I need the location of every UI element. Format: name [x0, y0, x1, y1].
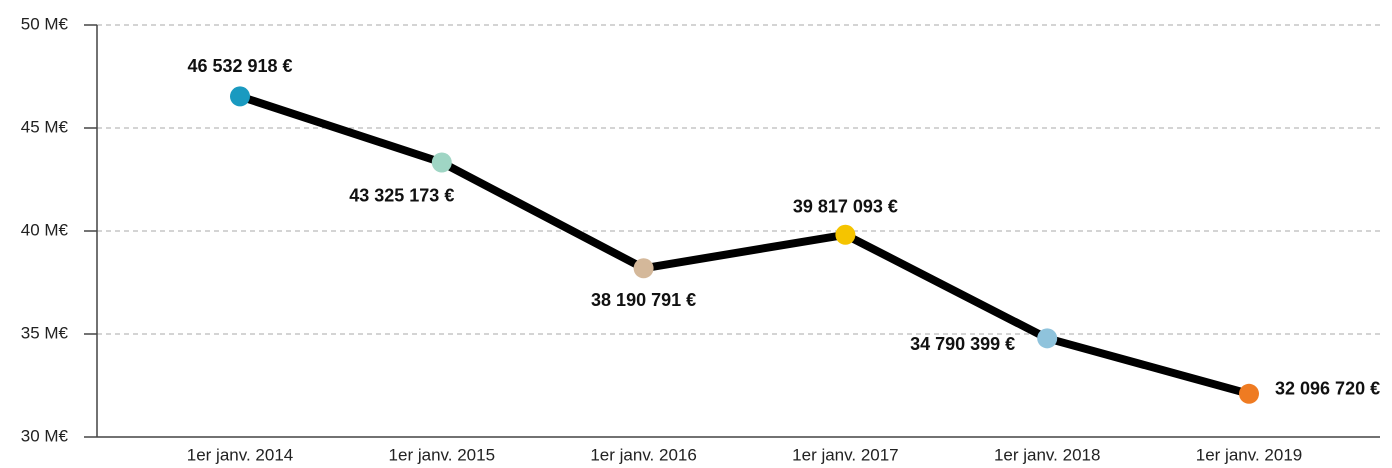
- point: [1037, 328, 1058, 349]
- y-tick-label: 50 M€: [21, 14, 69, 33]
- point: [633, 258, 654, 279]
- value-label: 32 096 720 €: [1275, 379, 1380, 399]
- point: [230, 86, 250, 107]
- value-label: 43 325 173 €: [349, 185, 454, 205]
- y-tick-label: 30 M€: [21, 426, 69, 445]
- x-tick-label: 1er janv. 2016: [590, 445, 696, 464]
- y-tick-label: 45 M€: [21, 117, 69, 136]
- x-tick-label: 1er janv. 2019: [1196, 445, 1302, 464]
- x-tick-label: 1er janv. 2014: [187, 445, 293, 464]
- x-tick-label: 1er janv. 2015: [389, 445, 495, 464]
- value-label: 39 817 093 €: [793, 197, 898, 217]
- value-label: 34 790 399 €: [910, 334, 1015, 354]
- y-tick-label: 40 M€: [21, 220, 69, 239]
- point: [835, 224, 856, 245]
- x-tick-label: 1er janv. 2017: [792, 445, 898, 464]
- point: [1239, 383, 1259, 404]
- point: [431, 152, 452, 173]
- value-label: 38 190 791 €: [591, 290, 696, 310]
- line: [238, 92, 1251, 398]
- y-tick-label: 35 M€: [21, 323, 69, 342]
- x-tick-label: 1er janv. 2018: [994, 445, 1100, 464]
- value-label: 46 532 918 €: [187, 56, 292, 76]
